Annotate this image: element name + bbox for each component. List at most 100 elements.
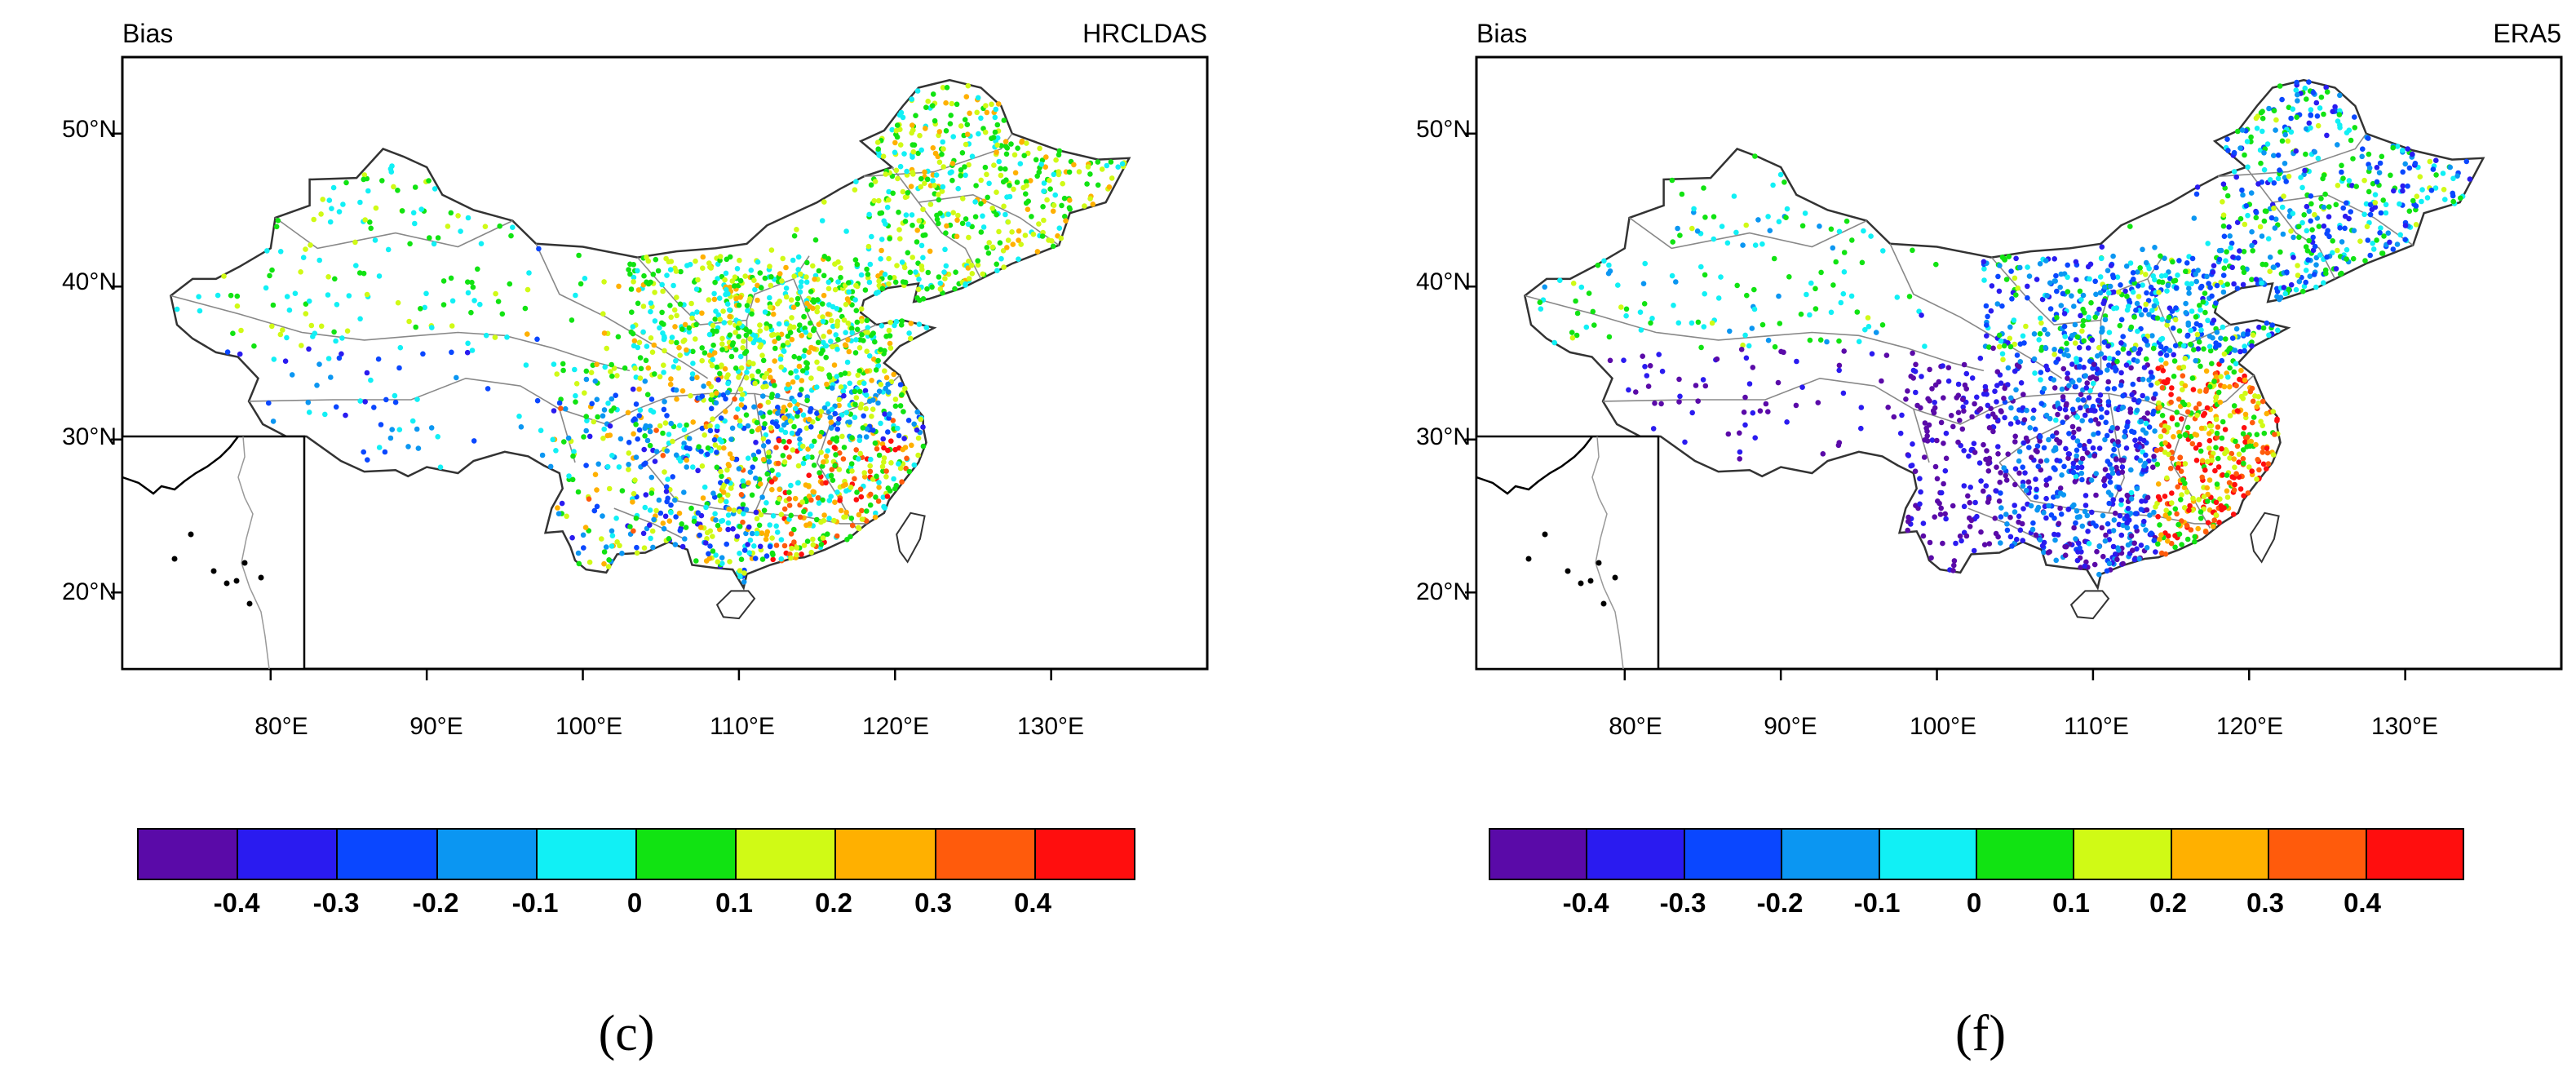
station-dot [2097, 290, 2104, 296]
station-dot [871, 197, 877, 204]
station-dot [1782, 179, 1787, 185]
station-dot [638, 365, 644, 372]
station-dot [1854, 309, 1861, 315]
station-dot [662, 334, 667, 341]
station-dot [989, 101, 994, 108]
station-dot [2012, 466, 2019, 472]
lat-label: 40°N [62, 268, 117, 295]
station-dot [2258, 418, 2264, 424]
map-frame [121, 55, 1209, 671]
station-dot [858, 306, 865, 312]
station-dot [2315, 122, 2321, 129]
station-dot [727, 332, 733, 339]
station-dot [2189, 375, 2196, 381]
station-dot [879, 247, 884, 254]
station-dot [2030, 415, 2036, 421]
station-dot [1948, 413, 1954, 418]
station-dot [643, 492, 649, 498]
station-dot [1095, 182, 1101, 188]
station-dot [1659, 368, 1666, 374]
station-dot [2183, 268, 2189, 275]
station-dot [878, 382, 884, 388]
station-dot [939, 188, 945, 194]
station-dot [2036, 337, 2042, 343]
station-dot [2193, 314, 2199, 320]
station-dot [905, 250, 911, 256]
station-dot [1997, 479, 2003, 485]
station-dot [888, 460, 894, 466]
station-dot [695, 277, 701, 283]
station-dot [1807, 312, 1812, 318]
station-dot [770, 513, 777, 519]
station-dot [920, 255, 926, 261]
station-dot [1003, 139, 1009, 144]
station-dot [2312, 211, 2317, 218]
station-dot [866, 211, 872, 218]
station-dot [792, 495, 799, 502]
station-dot [1052, 192, 1058, 198]
station-dot [628, 286, 635, 292]
station-dot [2082, 445, 2087, 452]
station-dot [2265, 236, 2272, 242]
station-dot [709, 392, 715, 398]
station-dot [897, 236, 903, 242]
inset-map [121, 435, 306, 671]
station-dot [806, 416, 812, 423]
station-dot [2140, 467, 2147, 473]
station-dot [939, 151, 945, 157]
station-dot [1957, 418, 1963, 423]
station-dot [1910, 247, 1915, 254]
station-dot [677, 352, 683, 358]
station-dot [821, 272, 827, 279]
station-dot [2079, 523, 2086, 529]
station-dot [1927, 398, 1932, 404]
inset-island [241, 560, 248, 566]
station-dot [869, 378, 874, 383]
station-dot [827, 440, 833, 445]
station-dot [2143, 527, 2149, 533]
station-dot [729, 455, 735, 462]
station-dot [745, 308, 750, 313]
station-dot [679, 521, 684, 527]
station-dot [2288, 115, 2294, 122]
station-dot [915, 150, 921, 157]
station-dot [626, 440, 632, 445]
station-dot [963, 94, 970, 100]
station-dot [428, 425, 435, 431]
station-dot [2158, 532, 2164, 538]
province-borders [170, 133, 1060, 540]
station-dot [815, 339, 821, 346]
station-dot [431, 241, 437, 247]
station-dot [2267, 255, 2273, 260]
station-dot [726, 506, 733, 512]
station-dot [1014, 179, 1020, 185]
station-dot [353, 263, 359, 268]
station-dot [2118, 317, 2125, 323]
station-dot [2082, 508, 2088, 515]
station-dot [2060, 419, 2065, 425]
station-dot [940, 184, 946, 190]
station-dot [2021, 417, 2028, 423]
station-dot [738, 556, 745, 562]
station-dot [499, 311, 506, 317]
station-dot [875, 146, 881, 152]
station-dot [2350, 255, 2357, 262]
station-dot [234, 293, 241, 299]
station-dot [2267, 177, 2273, 183]
station-dot [2018, 380, 2025, 386]
station-dot [917, 132, 923, 139]
station-dot [2074, 447, 2080, 454]
station-dot [2291, 234, 2296, 241]
station-dot [2144, 494, 2151, 501]
station-dot [2140, 427, 2146, 433]
station-dot [1913, 361, 1919, 368]
station-dot [2193, 458, 2200, 463]
station-dot [594, 487, 600, 493]
station-dot [873, 367, 879, 373]
station-dot [2134, 485, 2140, 492]
colorbar-tick-label: -0.4 [1562, 888, 1609, 918]
station-dot [2072, 340, 2078, 346]
station-dot [866, 353, 873, 359]
station-dot [2077, 364, 2082, 370]
station-dot [873, 494, 879, 500]
